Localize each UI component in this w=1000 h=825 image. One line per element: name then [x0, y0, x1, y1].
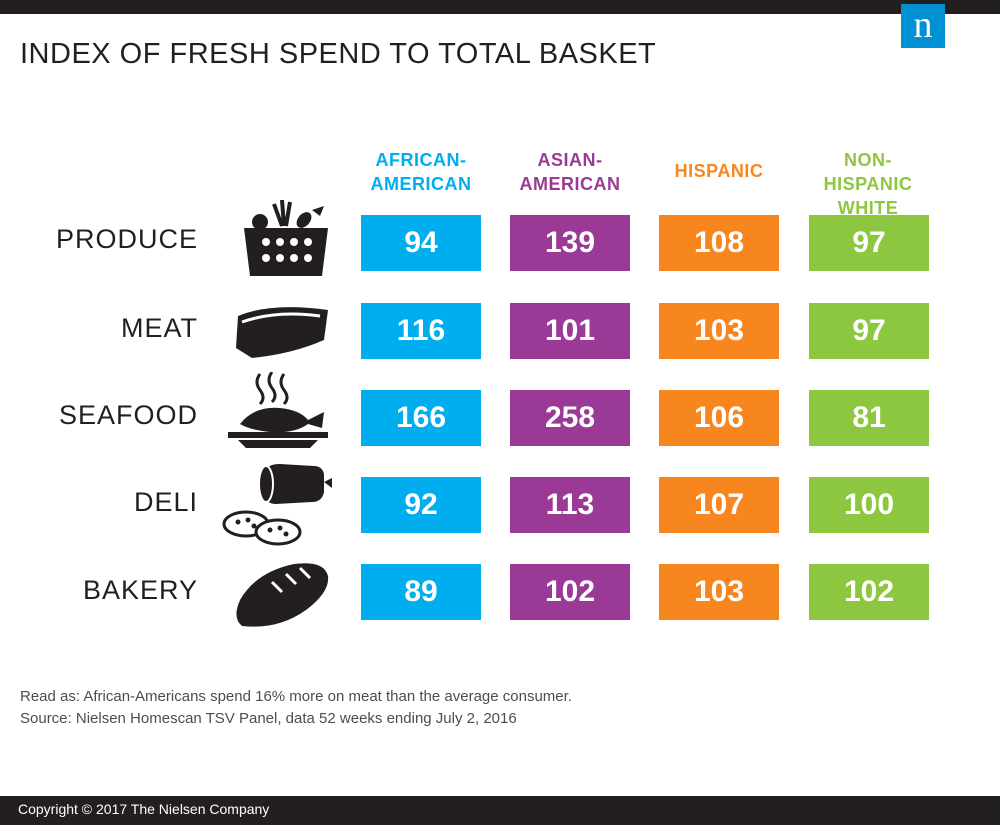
value-cell: 97	[809, 303, 929, 359]
produce-basket-icon	[244, 200, 328, 276]
column-header-line1: HISPANIC	[674, 161, 764, 181]
value-cell: 94	[361, 215, 481, 271]
copyright-text: Copyright © 2017 The Nielsen Company	[18, 801, 270, 817]
column-header-line2: AMERICAN	[519, 174, 621, 194]
nielsen-logo: n	[901, 4, 945, 48]
value-cell: 100	[809, 477, 929, 533]
column-header-asian-american: ASIAN- AMERICAN	[505, 148, 635, 196]
column-header-line2: WHITE	[837, 198, 899, 218]
row-label-deli: DELI	[133, 487, 198, 517]
value-cell: 166	[361, 390, 481, 446]
value-cell: 116	[361, 303, 481, 359]
footer-bar: Copyright © 2017 The Nielsen Company	[0, 796, 1000, 825]
row-label-produce: PRODUCE	[55, 224, 198, 254]
value-cell: 89	[361, 564, 481, 620]
value-cell: 103	[659, 564, 779, 620]
value-cell: 101	[510, 303, 630, 359]
value-cell: 106	[659, 390, 779, 446]
value-cell: 81	[809, 390, 929, 446]
column-header-line1: ASIAN-	[537, 150, 603, 170]
column-header-line1: AFRICAN-	[375, 150, 467, 170]
bread-loaf-icon	[236, 563, 329, 627]
value-cell: 107	[659, 477, 779, 533]
cooked-fish-icon	[228, 372, 328, 448]
value-cell: 108	[659, 215, 779, 271]
source-note: Source: Nielsen Homescan TSV Panel, data…	[20, 710, 517, 727]
value-cell: 97	[809, 215, 929, 271]
chart-title: INDEX OF FRESH SPEND TO TOTAL BASKET	[20, 38, 657, 70]
value-cell: 103	[659, 303, 779, 359]
row-label-bakery: BAKERY	[82, 575, 198, 605]
salami-icon	[222, 464, 332, 546]
read-as-note: Read as: African-Americans spend 16% mor…	[20, 688, 572, 705]
steak-icon	[236, 307, 328, 358]
value-cell: 102	[510, 564, 630, 620]
column-header-line2: AMERICAN	[370, 174, 472, 194]
value-cell: 113	[510, 477, 630, 533]
value-cell: 92	[361, 477, 481, 533]
top-bar	[0, 0, 1000, 14]
column-header-hispanic: HISPANIC	[654, 159, 784, 183]
column-header-african-american: AFRICAN- AMERICAN	[356, 148, 486, 196]
value-cell: 258	[510, 390, 630, 446]
row-label-seafood: SEAFOOD	[58, 400, 198, 430]
row-label-meat: MEAT	[121, 313, 198, 343]
value-cell: 102	[809, 564, 929, 620]
value-cell: 139	[510, 215, 630, 271]
column-header-non-hispanic-white: NON-HISPANIC WHITE	[803, 148, 933, 220]
column-header-line1: NON-HISPANIC	[823, 150, 913, 194]
